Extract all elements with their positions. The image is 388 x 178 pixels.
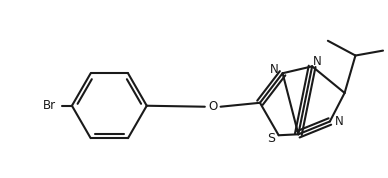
Text: N: N [270,63,279,76]
Text: N: N [335,115,344,128]
Text: Br: Br [43,99,56,112]
Text: S: S [267,132,275,145]
Text: N: N [313,55,321,68]
Text: O: O [208,100,217,113]
